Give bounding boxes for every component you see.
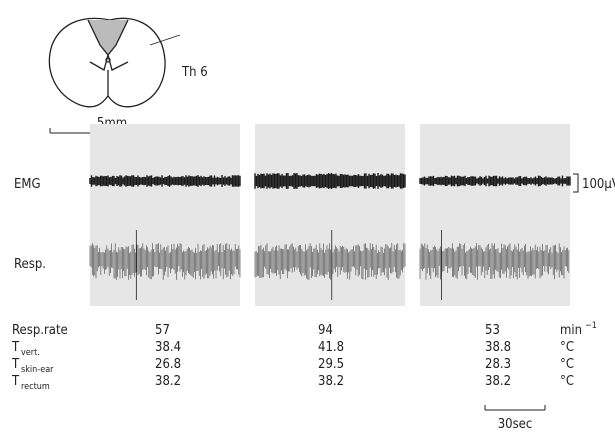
table-value: 38.4 [155,340,181,355]
amplitude-scale: 100µV [582,177,615,192]
row-label-sub: skin-ear [21,365,54,375]
spinal-cord-section [49,18,180,106]
row-label-sub: rectum [21,382,50,392]
table-value: 26.8 [155,357,181,372]
time-scale: 30sec [498,417,533,432]
amplitude-bracket [573,174,578,192]
table-value: 38.2 [318,374,344,389]
panel-background [255,124,405,306]
section-label: Th 6 [181,65,208,80]
table-value: 94 [318,323,333,338]
row-label: T [11,340,20,355]
unit: min [560,323,582,338]
table-value: 28.3 [485,357,511,372]
emg-trace [255,173,405,189]
row-label: T [11,374,20,389]
trace-label: EMG [14,177,41,192]
figure: Th 6 5mm warming EMG Resp. 100µV Resp.ra… [0,0,615,437]
table-value: 41.8 [318,340,344,355]
row-label: T [11,357,20,372]
table-value: 29.5 [318,357,344,372]
unit-sup: −1 [585,321,597,331]
unit: °C [560,340,574,355]
row-label: Resp.rate [12,323,68,338]
table-value: 57 [155,323,170,338]
panel-background [90,124,240,306]
panel-background [420,124,570,306]
unit: °C [560,357,574,372]
table-value: 38.2 [485,374,511,389]
table-value: 38.2 [155,374,181,389]
row-label-sub: vert. [21,348,40,358]
table-value: 53 [485,323,500,338]
unit: °C [560,374,574,389]
recording-panels [90,124,570,306]
trace-label: Resp. [14,257,46,272]
table-value: 38.8 [485,340,511,355]
